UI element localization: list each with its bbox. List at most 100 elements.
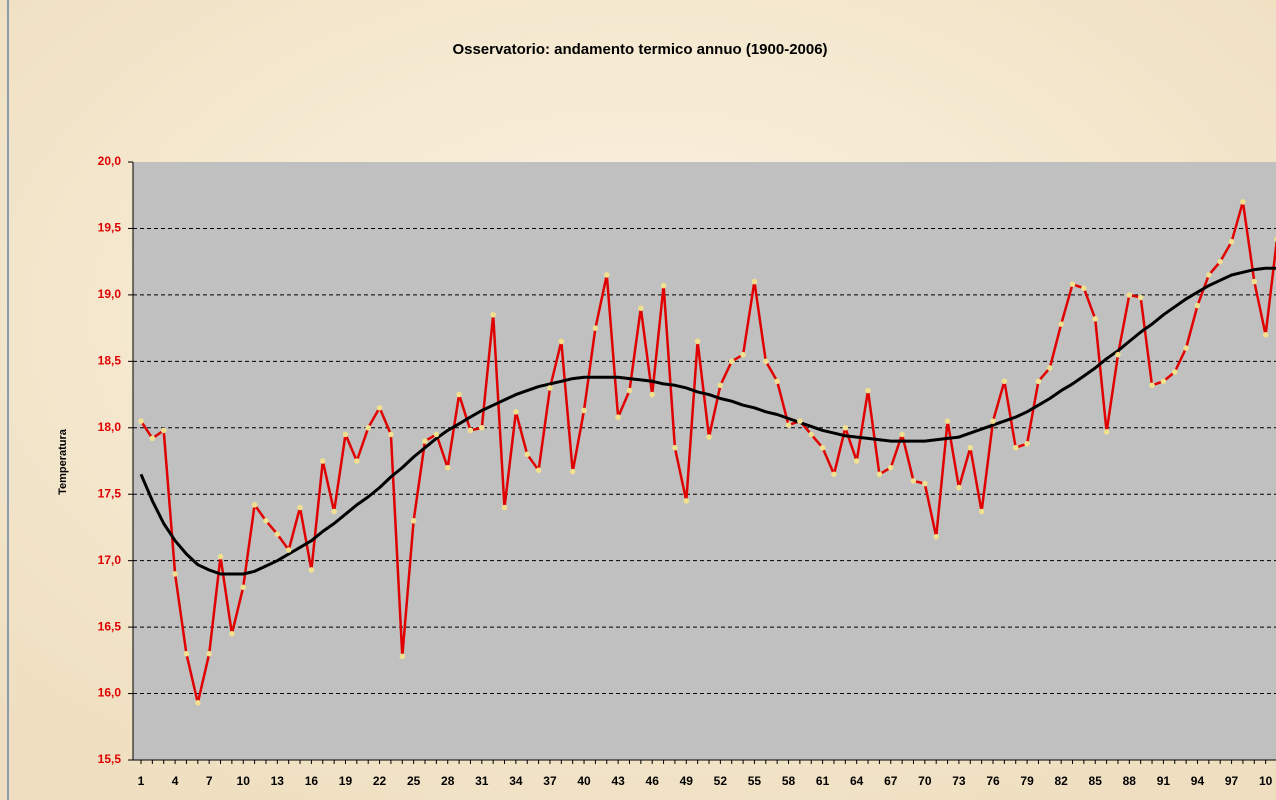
data-point — [263, 518, 269, 524]
x-tick-label: 1 — [138, 774, 145, 788]
x-tick-label: 7 — [206, 774, 213, 788]
data-point — [1058, 321, 1064, 327]
x-tick-label: 94 — [1191, 774, 1205, 788]
data-point — [467, 427, 474, 434]
data-point — [456, 391, 462, 398]
data-point — [922, 480, 928, 487]
data-point — [195, 700, 201, 706]
data-point — [1035, 378, 1042, 385]
data-point — [1149, 382, 1155, 389]
data-point — [706, 434, 712, 440]
data-point — [354, 458, 360, 464]
data-point — [183, 650, 190, 657]
x-tick-label: 91 — [1157, 774, 1171, 788]
data-point — [978, 508, 985, 515]
data-point — [1069, 281, 1076, 288]
data-point — [1126, 292, 1133, 298]
data-point — [683, 498, 690, 504]
data-point — [535, 467, 542, 474]
data-point — [910, 478, 917, 484]
data-point — [513, 409, 519, 415]
y-tick-label: 18,0 — [98, 420, 122, 434]
data-point — [217, 553, 224, 560]
data-point — [274, 531, 281, 537]
y-tick-label: 16,5 — [98, 619, 122, 633]
data-point — [660, 282, 667, 289]
data-point — [956, 484, 962, 491]
data-point — [694, 338, 701, 345]
data-point — [388, 431, 394, 438]
x-tick-label: 28 — [441, 774, 455, 788]
data-point — [785, 422, 792, 428]
data-point — [763, 358, 769, 365]
data-point — [581, 407, 587, 414]
data-point — [206, 650, 212, 657]
data-point — [433, 431, 440, 438]
x-tick-label: 88 — [1123, 774, 1137, 788]
plot-area — [133, 162, 1276, 760]
data-point — [524, 451, 531, 458]
data-point — [751, 278, 758, 285]
y-tick-label: 17,0 — [98, 553, 122, 567]
data-point — [887, 464, 894, 471]
x-tick-label: 73 — [952, 774, 966, 788]
x-tick-label: 82 — [1054, 774, 1068, 788]
data-point — [308, 567, 315, 573]
data-point — [240, 584, 247, 591]
data-point — [967, 444, 974, 451]
data-point — [819, 444, 826, 451]
data-point — [649, 391, 655, 398]
data-point — [319, 458, 326, 464]
series-line — [139, 266, 1276, 576]
data-point — [1183, 345, 1189, 351]
x-tick-label: 10 — [1259, 774, 1273, 788]
data-point — [342, 431, 349, 438]
data-point — [410, 518, 417, 524]
data-point — [569, 468, 576, 475]
data-point — [1206, 272, 1212, 278]
x-tick-label: 25 — [407, 774, 421, 788]
data-point — [172, 571, 178, 577]
data-point — [774, 378, 780, 385]
x-tick-label: 79 — [1020, 774, 1034, 788]
x-tick-label: 58 — [782, 774, 796, 788]
data-point — [160, 427, 167, 434]
x-tick-label: 22 — [373, 774, 387, 788]
data-point — [797, 418, 803, 424]
data-point — [547, 385, 553, 391]
x-tick-label: 34 — [509, 774, 523, 788]
x-tick-label: 46 — [646, 774, 660, 788]
data-point — [365, 424, 372, 431]
data-point — [1047, 365, 1053, 371]
x-tick-label: 70 — [918, 774, 932, 788]
x-tick-label: 40 — [577, 774, 591, 788]
data-point — [808, 431, 815, 438]
x-tick-label: 64 — [850, 774, 864, 788]
data-point — [490, 312, 496, 318]
data-point — [842, 424, 849, 431]
x-tick-label: 67 — [884, 774, 898, 788]
y-tick-label: 19,5 — [98, 221, 122, 235]
data-point — [1171, 369, 1178, 375]
data-point — [1024, 440, 1030, 447]
x-tick-label: 49 — [680, 774, 694, 788]
data-point — [592, 325, 599, 331]
x-tick-label: 85 — [1089, 774, 1103, 788]
data-point — [479, 424, 485, 431]
x-tick-label: 61 — [816, 774, 830, 788]
data-point — [1092, 316, 1099, 322]
data-point — [149, 435, 156, 442]
y-tick-label: 18,5 — [98, 354, 122, 368]
y-tick-label: 15,5 — [98, 752, 122, 766]
data-point — [1012, 444, 1019, 451]
data-point — [444, 464, 451, 471]
data-point — [603, 272, 610, 278]
data-point — [876, 471, 883, 478]
data-point — [1001, 378, 1008, 385]
data-point — [1217, 258, 1223, 265]
x-tick-label: 52 — [714, 774, 728, 788]
x-tick-label: 19 — [339, 774, 353, 788]
data-point — [1103, 428, 1110, 435]
data-point — [899, 431, 905, 438]
x-tick-label: 31 — [475, 774, 489, 788]
